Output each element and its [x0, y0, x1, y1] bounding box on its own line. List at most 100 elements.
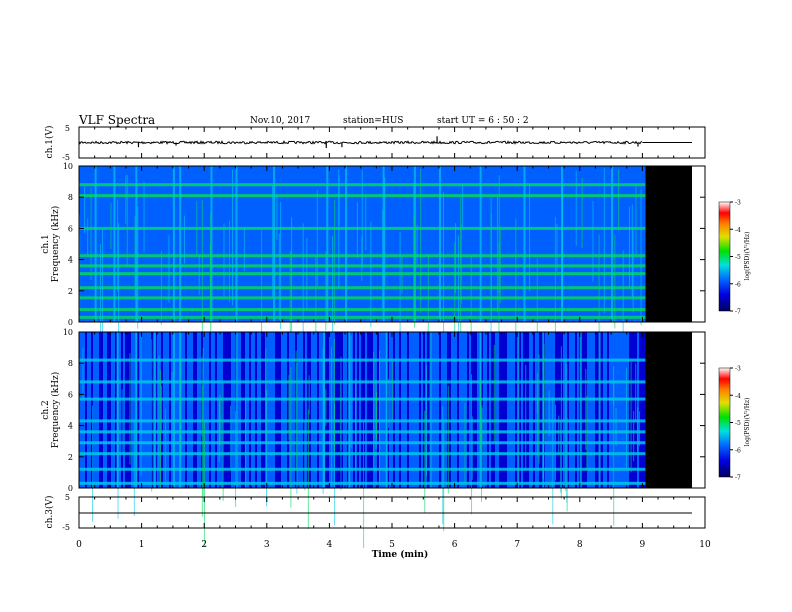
spectrogram-speckle — [118, 223, 120, 354]
spectrogram-speckle — [183, 215, 185, 264]
spectrogram-column — [641, 166, 643, 322]
spectrogram-speckle — [558, 415, 560, 456]
spectrogram-column — [267, 332, 269, 488]
spectrogram-vertical-line — [235, 166, 238, 322]
spectrogram-column — [427, 166, 429, 322]
spectrogram-column — [155, 166, 157, 322]
spectrogram-column — [613, 166, 615, 322]
spectrogram-column — [379, 166, 381, 322]
spectrogram-column — [395, 332, 397, 488]
spectrogram-column — [133, 166, 135, 322]
spectrogram-column — [185, 166, 187, 322]
spectrogram-column — [567, 166, 569, 322]
spectrogram-column — [229, 166, 231, 322]
spectrogram-column — [389, 166, 391, 322]
spectrogram-speckle — [537, 398, 539, 457]
spectrogram-speckle — [536, 372, 538, 414]
spectrogram-column — [471, 166, 473, 322]
spectrogram-speckle — [464, 403, 466, 484]
spectrogram-column — [401, 166, 403, 322]
spectrogram-column — [445, 166, 447, 322]
spectrogram-column — [93, 166, 95, 322]
spectrogram-column — [241, 332, 243, 488]
spectrogram-speckle — [640, 189, 642, 326]
spectrogram-column — [531, 332, 533, 488]
spectrogram-column — [245, 166, 247, 322]
spectrogram-column — [357, 332, 359, 488]
spectrogram-column — [511, 166, 513, 322]
spectrogram-column — [529, 332, 531, 488]
spectrogram-column — [565, 332, 567, 488]
spectrogram-speckle — [373, 351, 375, 471]
spectrogram-speckle — [622, 250, 624, 365]
spectrogram-column — [343, 166, 345, 322]
spectrogram-column — [617, 332, 619, 488]
spectrogram-column — [557, 332, 559, 488]
spectrogram-column — [111, 166, 113, 322]
spectrogram-column — [243, 332, 245, 488]
spectrogram-speckle — [325, 389, 327, 427]
spectrogram-column — [81, 332, 83, 488]
ch1-spectrogram-image — [79, 166, 705, 383]
time-tick-label: 7 — [514, 540, 520, 550]
spectrogram-column — [431, 166, 433, 322]
spectrogram-column — [289, 332, 291, 488]
spectrogram-vertical-line — [210, 166, 213, 322]
ch1-spectrogram-time-ticks — [78, 166, 706, 322]
spectrogram-vertical-line — [385, 332, 388, 488]
spectrogram-speckle — [392, 361, 394, 421]
spectrogram-speckle — [586, 395, 588, 471]
time-tick-label: 1 — [139, 540, 145, 550]
spectrogram-band — [79, 358, 646, 362]
spectrogram-column — [637, 166, 639, 322]
spectrogram-column — [313, 166, 315, 322]
spectrogram-column — [615, 166, 617, 322]
spectrogram-column — [303, 166, 305, 322]
spectrogram-column — [203, 166, 205, 322]
spectrogram-column — [521, 332, 523, 488]
spectrogram-column — [405, 166, 407, 322]
spectrogram-column — [189, 332, 191, 488]
spectrogram-column — [177, 166, 179, 322]
spectrogram-column — [415, 166, 417, 322]
spectrogram-speckle — [315, 256, 317, 375]
spectrogram-speckle — [117, 199, 119, 292]
spectrogram-vertical-line — [479, 166, 482, 322]
spectrogram-speckle — [499, 226, 501, 303]
spectrogram-column — [623, 332, 625, 488]
time-tick-label: 3 — [264, 540, 270, 550]
spectrogram-column — [133, 332, 135, 488]
spectrogram-column — [253, 166, 255, 322]
ch1-spectrogram-panel: ch.1 Frequency (kHz) 0 2 4 6 8 10 — [41, 162, 706, 383]
spectrogram-column — [605, 332, 607, 488]
spectrogram-column — [531, 166, 533, 322]
spectrogram-column — [123, 332, 125, 488]
spectrogram-column — [459, 166, 461, 322]
spectrogram-column — [167, 166, 169, 322]
spectrogram-column — [311, 332, 313, 488]
spectrogram-speckle — [379, 350, 381, 482]
spectrogram-column — [299, 332, 301, 488]
spectrogram-column — [419, 166, 421, 322]
spectrogram-column — [369, 166, 371, 322]
spectrogram-column — [595, 166, 597, 322]
spectrogram-speckle — [338, 175, 340, 226]
spectrogram-speckle — [443, 419, 445, 532]
spectrogram-speckle — [628, 206, 630, 288]
spectrogram-speckle — [110, 202, 112, 249]
spectrogram-column — [363, 166, 365, 322]
spectrogram-speckle — [356, 202, 358, 259]
spectrogram-column — [463, 166, 465, 322]
spectrogram-column — [625, 166, 627, 322]
spectrogram-column — [483, 332, 485, 488]
spectrogram-column — [259, 166, 261, 322]
spectrogram-column — [367, 332, 369, 488]
spectrogram-column — [227, 332, 229, 488]
spectrogram-column — [87, 332, 89, 488]
ch1-colorbar-label: log(PSD)(V²/Hz) — [744, 232, 751, 281]
spectrogram-column — [411, 332, 413, 488]
spectrogram-vertical-line — [345, 166, 348, 322]
spectrogram-column — [187, 166, 189, 322]
spectrogram-column — [569, 332, 571, 488]
